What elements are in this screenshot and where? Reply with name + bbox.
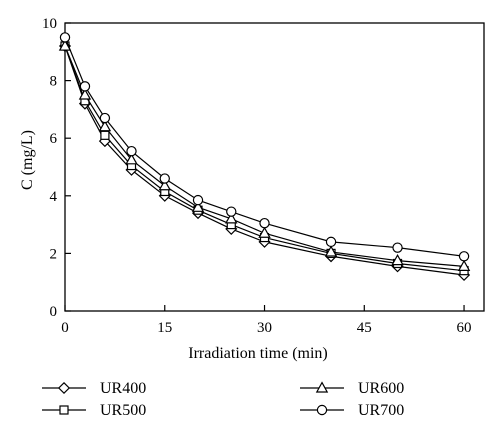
legend-label: UR700 bbox=[358, 402, 404, 419]
data-point-ur600 bbox=[258, 226, 271, 238]
legend-marker-triangle bbox=[315, 381, 329, 393]
data-point-ur700 bbox=[99, 112, 111, 124]
data-point-ur600 bbox=[158, 179, 171, 191]
data-point-ur500 bbox=[100, 130, 110, 140]
y-tick-label: 10 bbox=[42, 16, 57, 32]
plot-border bbox=[64, 22, 485, 312]
data-point-ur700 bbox=[325, 236, 337, 248]
series-ur700 bbox=[59, 32, 470, 262]
data-point-ur600 bbox=[457, 259, 471, 271]
data-point-ur700 bbox=[226, 206, 237, 217]
data-point-ur600 bbox=[391, 253, 404, 266]
x-tick-label: 45 bbox=[357, 320, 372, 336]
data-point-ur600 bbox=[98, 120, 112, 132]
legend: UR400 UR500 UR600 UR700 bbox=[42, 380, 404, 419]
x-tick-label: 30 bbox=[257, 320, 272, 336]
data-point-ur700 bbox=[259, 217, 270, 229]
y-axis: 0 2 4 6 8 10 bbox=[42, 16, 71, 320]
y-tick-label: 0 bbox=[50, 304, 58, 320]
legend-label: UR500 bbox=[100, 402, 146, 419]
legend-marker-square bbox=[59, 405, 69, 415]
x-axis: 0 15 30 45 60 bbox=[61, 305, 472, 336]
legend-marker-diamond bbox=[57, 381, 71, 395]
data-point-ur700 bbox=[79, 81, 91, 92]
y-tick-label: 2 bbox=[50, 246, 58, 262]
series-layer bbox=[58, 32, 471, 282]
y-tick-label: 8 bbox=[50, 74, 58, 90]
data-point-ur600 bbox=[78, 88, 92, 100]
data-point-ur700 bbox=[458, 251, 470, 262]
data-point-ur700 bbox=[392, 242, 403, 253]
data-point-ur600 bbox=[125, 153, 138, 165]
legend-label: UR600 bbox=[358, 380, 404, 397]
x-tick-label: 60 bbox=[457, 320, 472, 336]
legend-item-ur400: UR400 bbox=[42, 380, 146, 397]
data-point-ur700 bbox=[192, 194, 204, 206]
y-axis-title: C (mg/L) bbox=[19, 130, 36, 190]
data-point-ur600 bbox=[324, 245, 338, 257]
series-ur500 bbox=[60, 41, 469, 276]
data-point-ur600 bbox=[191, 200, 205, 212]
legend-marker-circle bbox=[316, 404, 328, 416]
data-point-ur700 bbox=[159, 173, 170, 184]
series-ur600 bbox=[58, 39, 471, 271]
y-tick-label: 6 bbox=[50, 131, 58, 147]
data-point-ur700 bbox=[126, 145, 137, 157]
x-tick-label: 0 bbox=[61, 320, 69, 336]
data-point-ur600 bbox=[225, 212, 238, 224]
plot-frame bbox=[64, 22, 485, 312]
legend-label: UR400 bbox=[100, 380, 146, 397]
legend-item-ur500: UR500 bbox=[42, 402, 146, 419]
x-tick-label: 15 bbox=[157, 320, 172, 336]
data-point-ur700 bbox=[59, 32, 71, 43]
series-ur400 bbox=[58, 39, 471, 282]
x-axis-title: Irradiation time (min) bbox=[188, 345, 328, 362]
legend-item-ur600: UR600 bbox=[300, 380, 404, 397]
legend-item-ur700: UR700 bbox=[300, 402, 404, 419]
y-tick-label: 4 bbox=[50, 189, 58, 205]
